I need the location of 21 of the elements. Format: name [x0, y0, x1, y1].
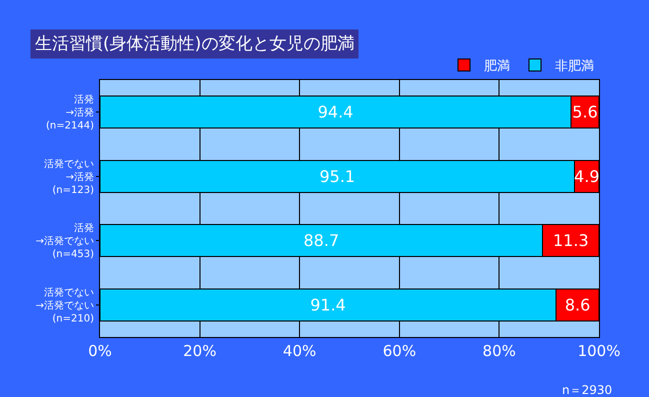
data-label: 8.6 [564, 295, 590, 314]
x-tick-label: 20% [183, 342, 216, 360]
y-tick-label: 活発 →活発でない (n=453) [36, 222, 94, 260]
y-tick-label: 活発 →活発 (n=2144) [46, 94, 94, 132]
text: n＝2930 [562, 383, 612, 397]
x-tick-label: 80% [482, 342, 516, 360]
data-label: 95.1 [319, 166, 356, 186]
data-label: 88.7 [303, 231, 340, 250]
legend-label: 肥満 [484, 59, 510, 74]
x-tick-label: 60% [382, 342, 416, 360]
x-tick-label: 0% [88, 342, 112, 360]
data-label: 5.6 [572, 102, 598, 122]
x-tick-label: 40% [282, 342, 316, 360]
data-label: 91.4 [310, 295, 346, 314]
data-label: 11.3 [552, 231, 589, 250]
legend-label: 非肥満 [555, 59, 594, 74]
x-tick-label: 100% [578, 342, 620, 360]
y-tick-label: 活発でない →活発でない (n=210) [36, 286, 94, 324]
y-tick-label: 活発でない →活発 (n=123) [44, 158, 94, 196]
data-label: 94.4 [318, 102, 354, 122]
chart-title: 生活習慣(身体活動性)の変化と女児の肥満 [35, 34, 354, 54]
